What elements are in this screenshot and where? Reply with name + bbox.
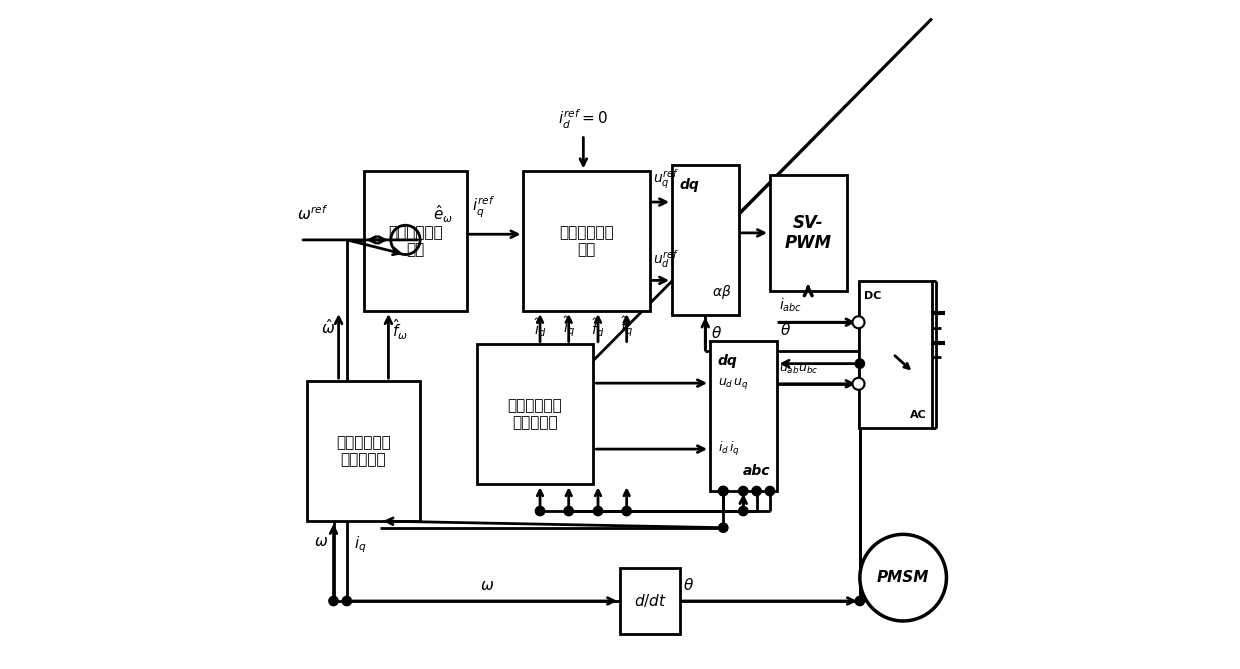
Text: $u_d\,u_q$: $u_d\,u_q$ — [718, 375, 749, 391]
Text: 容错预测电流
控制: 容错预测电流 控制 — [559, 225, 614, 258]
Circle shape — [342, 596, 351, 605]
Text: $\omega$: $\omega$ — [314, 535, 327, 549]
Circle shape — [719, 523, 728, 533]
Text: $\hat{e}_{\omega}$: $\hat{e}_{\omega}$ — [434, 203, 454, 225]
Text: $\theta$: $\theta$ — [711, 325, 722, 341]
Circle shape — [856, 596, 864, 605]
FancyBboxPatch shape — [523, 171, 650, 311]
Text: $\omega$: $\omega$ — [480, 578, 494, 593]
Text: abc: abc — [743, 464, 770, 478]
Circle shape — [391, 225, 420, 254]
Text: $\omega^{ref}$: $\omega^{ref}$ — [296, 205, 329, 223]
Text: $i_d^{ref}=0$: $i_d^{ref}=0$ — [558, 108, 609, 131]
Text: $u_{ab}u_{bc}$: $u_{ab}u_{bc}$ — [779, 363, 818, 376]
Text: $u_d^{ref}$: $u_d^{ref}$ — [652, 248, 678, 270]
Text: $i_d\,i_q$: $i_d\,i_q$ — [718, 440, 740, 458]
Circle shape — [856, 359, 864, 369]
Text: 容错预测转速
控制: 容错预测转速 控制 — [388, 225, 443, 258]
Text: $u_q^{ref}$: $u_q^{ref}$ — [652, 168, 678, 191]
Text: $\hat{\omega}$: $\hat{\omega}$ — [321, 318, 335, 337]
FancyBboxPatch shape — [620, 568, 680, 634]
Text: dq: dq — [718, 355, 738, 369]
Text: $\alpha\beta$: $\alpha\beta$ — [712, 283, 732, 301]
Circle shape — [719, 486, 728, 496]
Circle shape — [622, 506, 631, 516]
Text: $\hat{f}_{\omega}$: $\hat{f}_{\omega}$ — [392, 318, 408, 343]
Text: $\hat{f}_q$: $\hat{f}_q$ — [620, 314, 634, 339]
Text: AC: AC — [910, 410, 926, 419]
FancyBboxPatch shape — [672, 165, 739, 314]
FancyBboxPatch shape — [858, 281, 931, 427]
Circle shape — [739, 506, 748, 516]
Text: $i_{abc}$: $i_{abc}$ — [779, 297, 802, 314]
FancyBboxPatch shape — [770, 175, 847, 291]
Circle shape — [329, 596, 339, 605]
FancyBboxPatch shape — [476, 345, 594, 484]
Text: $\theta$: $\theta$ — [683, 577, 694, 593]
Text: $\hat{i}_d$: $\hat{i}_d$ — [534, 316, 546, 339]
Text: $\theta$: $\theta$ — [780, 322, 791, 338]
Circle shape — [564, 506, 573, 516]
Circle shape — [594, 506, 603, 516]
Text: $\hat{i}_q$: $\hat{i}_q$ — [563, 314, 574, 339]
Text: $\hat{f}_d$: $\hat{f}_d$ — [591, 316, 605, 339]
Text: $d/dt$: $d/dt$ — [634, 593, 666, 609]
Circle shape — [859, 535, 946, 621]
FancyBboxPatch shape — [363, 171, 466, 311]
Circle shape — [739, 486, 748, 496]
Text: 失磁磁链检测
滑模观测器: 失磁磁链检测 滑模观测器 — [507, 398, 563, 431]
Text: 失磁转矩检测
滑模观测器: 失磁转矩检测 滑模观测器 — [336, 435, 391, 467]
Text: $i_q^{ref}$: $i_q^{ref}$ — [472, 195, 496, 219]
Text: SV-
PWM: SV- PWM — [785, 213, 832, 252]
Circle shape — [751, 486, 761, 496]
Circle shape — [853, 316, 864, 328]
Circle shape — [765, 486, 775, 496]
FancyBboxPatch shape — [306, 381, 420, 521]
Text: DC: DC — [864, 291, 882, 301]
Text: $i_q$: $i_q$ — [353, 535, 366, 555]
FancyBboxPatch shape — [711, 341, 776, 491]
Circle shape — [536, 506, 544, 516]
Circle shape — [853, 378, 864, 390]
Text: dq: dq — [680, 178, 699, 192]
Circle shape — [719, 486, 728, 496]
Text: PMSM: PMSM — [877, 570, 929, 585]
